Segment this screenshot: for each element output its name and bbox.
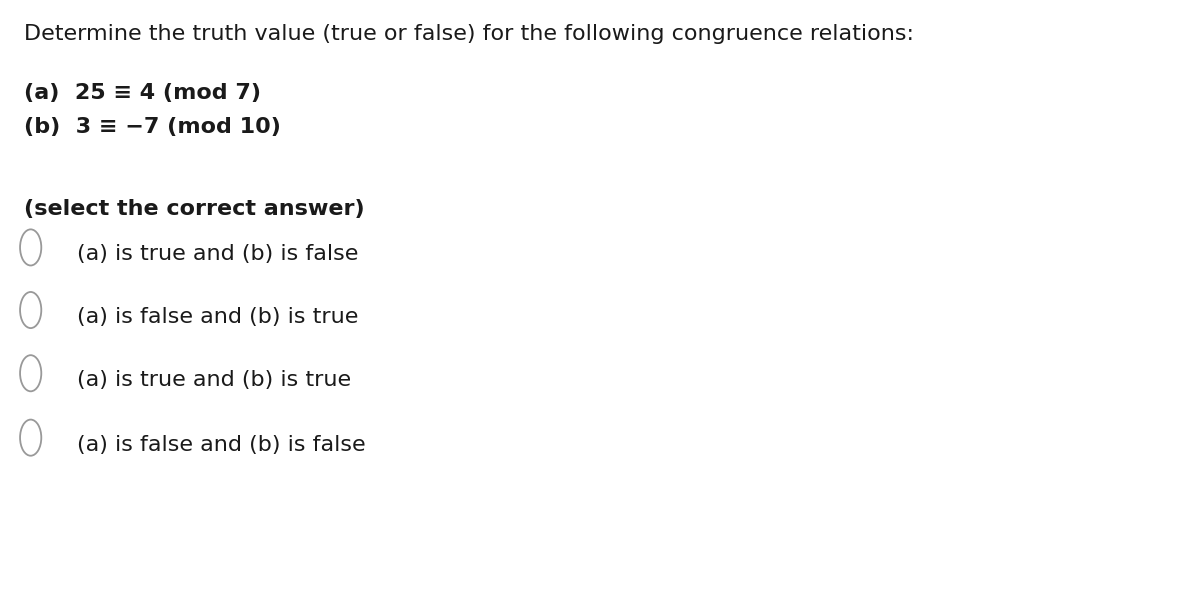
Text: (a) is false and (b) is false: (a) is false and (b) is false — [77, 435, 366, 455]
Text: (a)  25 ≡ 4 (mod 7): (a) 25 ≡ 4 (mod 7) — [24, 83, 261, 103]
Text: (a) is true and (b) is false: (a) is true and (b) is false — [77, 244, 358, 264]
Text: Determine the truth value (true or false) for the following congruence relations: Determine the truth value (true or false… — [24, 24, 913, 44]
Text: (b)  3 ≡ −7 (mod 10): (b) 3 ≡ −7 (mod 10) — [24, 117, 281, 137]
Text: (a) is false and (b) is true: (a) is false and (b) is true — [77, 307, 358, 327]
Text: (a) is true and (b) is true: (a) is true and (b) is true — [77, 370, 350, 390]
Text: (select the correct answer): (select the correct answer) — [24, 199, 365, 219]
